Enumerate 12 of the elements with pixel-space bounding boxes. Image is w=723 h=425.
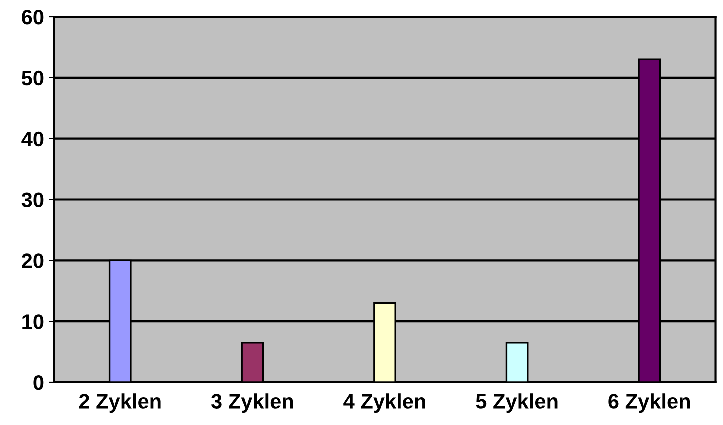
y-tick-label: 10 [22,314,44,330]
y-tick-label: 40 [22,132,44,147]
x-tick-label: 2 Zyklen [79,394,161,414]
y-tick-label: 0 [34,376,44,390]
y-tick-label: 30 [22,192,44,208]
x-tick-label: 3 Zyklen [211,394,294,414]
x-tick-label: 5 Zyklen [476,394,558,414]
y-tick-label: 60 [22,10,44,25]
y-tick-label: 50 [22,70,44,86]
x-tick-label: 6 Zyklen [608,394,690,414]
y-tick-label: 20 [22,254,44,268]
x-tick-label: 4 Zyklen [344,394,426,414]
